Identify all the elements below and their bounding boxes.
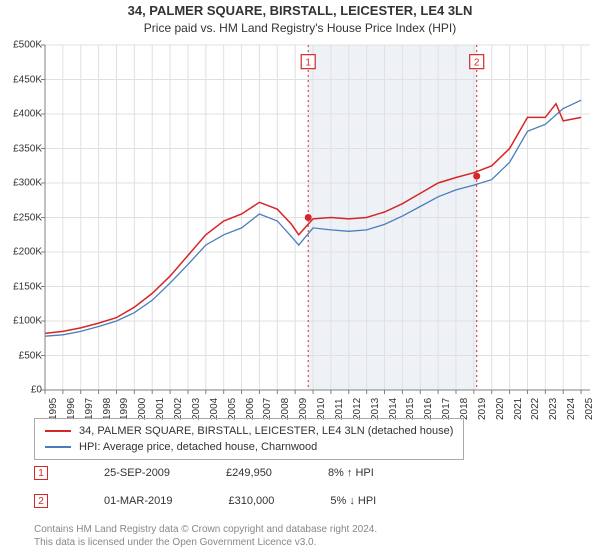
legend: 34, PALMER SQUARE, BIRSTALL, LEICESTER, … — [34, 418, 464, 460]
sale-row: 2 01-MAR-2019 £310,000 5% ↓ HPI — [34, 494, 376, 508]
legend-item: 34, PALMER SQUARE, BIRSTALL, LEICESTER, … — [45, 423, 453, 439]
y-tick-label: £250K — [2, 212, 42, 223]
sale-row: 1 25-SEP-2009 £249,950 8% ↑ HPI — [34, 466, 374, 480]
x-tick-label: 1996 — [66, 398, 77, 420]
x-tick-label: 1995 — [48, 398, 59, 420]
y-tick-label: £450K — [2, 74, 42, 85]
chart-plot: 12 — [45, 45, 590, 390]
price-chart: 12 — [45, 45, 590, 390]
y-tick-label: £100K — [2, 316, 42, 327]
x-tick-label: 2019 — [477, 398, 488, 420]
footer-line-1: Contains HM Land Registry data © Crown c… — [34, 523, 377, 536]
y-tick-label: £0 — [2, 385, 42, 396]
x-tick-label: 2006 — [245, 398, 256, 420]
chart-title-1: 34, PALMER SQUARE, BIRSTALL, LEICESTER, … — [0, 3, 600, 18]
x-tick-label: 2005 — [227, 398, 238, 420]
y-tick-label: £200K — [2, 247, 42, 258]
y-tick-label: £300K — [2, 178, 42, 189]
x-tick-label: 2010 — [316, 398, 327, 420]
legend-swatch — [45, 446, 71, 448]
legend-swatch — [45, 430, 71, 432]
x-tick-label: 2012 — [352, 398, 363, 420]
x-tick-label: 2025 — [584, 398, 595, 420]
sale-marker-icon: 1 — [34, 466, 48, 480]
sale-price: £249,950 — [226, 467, 272, 479]
x-tick-label: 1999 — [119, 398, 130, 420]
x-tick-label: 2007 — [262, 398, 273, 420]
x-tick-label: 2015 — [405, 398, 416, 420]
x-tick-label: 2001 — [155, 398, 166, 420]
x-tick-label: 2004 — [209, 398, 220, 420]
y-tick-label: £50K — [2, 350, 42, 361]
y-tick-label: £350K — [2, 143, 42, 154]
x-tick-label: 2009 — [298, 398, 309, 420]
x-tick-label: 2017 — [441, 398, 452, 420]
legend-label: HPI: Average price, detached house, Char… — [79, 439, 317, 455]
chart-title-2: Price paid vs. HM Land Registry's House … — [0, 21, 600, 35]
y-tick-label: £150K — [2, 281, 42, 292]
sale-marker-icon: 2 — [34, 494, 48, 508]
x-tick-label: 2018 — [459, 398, 470, 420]
sale-delta: 5% ↓ HPI — [330, 495, 376, 507]
sale-date: 25-SEP-2009 — [104, 467, 170, 479]
legend-label: 34, PALMER SQUARE, BIRSTALL, LEICESTER, … — [79, 423, 453, 439]
x-tick-label: 1998 — [102, 398, 113, 420]
x-tick-label: 1997 — [84, 398, 95, 420]
svg-text:1: 1 — [305, 58, 311, 69]
x-tick-label: 2023 — [548, 398, 559, 420]
x-tick-label: 2020 — [495, 398, 506, 420]
sale-price: £310,000 — [228, 495, 274, 507]
x-tick-label: 2016 — [423, 398, 434, 420]
footer-line-2: This data is licensed under the Open Gov… — [34, 536, 377, 549]
x-tick-label: 2024 — [566, 398, 577, 420]
x-tick-label: 2022 — [530, 398, 541, 420]
x-tick-label: 2021 — [513, 398, 524, 420]
x-tick-label: 2011 — [334, 398, 345, 420]
x-tick-label: 2002 — [173, 398, 184, 420]
svg-text:2: 2 — [474, 58, 480, 69]
x-tick-label: 2013 — [370, 398, 381, 420]
x-tick-label: 2014 — [388, 398, 399, 420]
x-tick-label: 2003 — [191, 398, 202, 420]
x-tick-label: 2000 — [137, 398, 148, 420]
legend-item: HPI: Average price, detached house, Char… — [45, 439, 453, 455]
y-tick-label: £400K — [2, 109, 42, 120]
sale-delta: 8% ↑ HPI — [328, 467, 374, 479]
y-tick-label: £500K — [2, 40, 42, 51]
x-tick-label: 2008 — [280, 398, 291, 420]
footer: Contains HM Land Registry data © Crown c… — [34, 523, 377, 549]
sale-date: 01-MAR-2019 — [104, 495, 172, 507]
